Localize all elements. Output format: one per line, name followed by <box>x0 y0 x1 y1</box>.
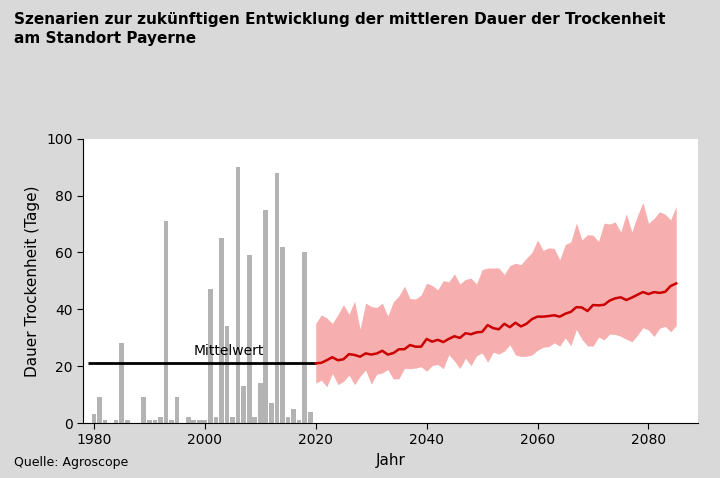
Text: am Standort Payerne: am Standort Payerne <box>14 31 197 46</box>
Bar <box>153 420 157 423</box>
Bar <box>97 397 102 423</box>
Bar <box>269 403 274 423</box>
Bar <box>169 420 174 423</box>
Bar <box>280 247 285 423</box>
Bar <box>302 252 307 423</box>
Bar <box>192 420 196 423</box>
X-axis label: Jahr: Jahr <box>376 453 405 468</box>
Bar <box>235 167 240 423</box>
Bar <box>208 289 212 423</box>
Bar <box>264 210 268 423</box>
Bar <box>214 417 218 423</box>
Bar <box>308 412 312 423</box>
Bar <box>147 420 152 423</box>
Bar <box>120 343 124 423</box>
Bar <box>141 397 146 423</box>
Bar <box>286 417 290 423</box>
Bar <box>91 414 96 423</box>
Bar <box>186 417 191 423</box>
Bar <box>125 420 130 423</box>
Bar <box>230 417 235 423</box>
Bar <box>219 238 224 423</box>
Bar <box>253 417 257 423</box>
Text: Szenarien zur zukünftigen Entwicklung der mittleren Dauer der Trockenheit: Szenarien zur zukünftigen Entwicklung de… <box>14 12 666 27</box>
Bar <box>241 386 246 423</box>
Bar <box>297 420 302 423</box>
Bar <box>274 173 279 423</box>
Bar <box>247 255 251 423</box>
Bar <box>197 420 202 423</box>
Bar <box>225 326 230 423</box>
Bar <box>163 221 168 423</box>
Bar <box>158 417 163 423</box>
Text: Quelle: Agroscope: Quelle: Agroscope <box>14 456 129 469</box>
Bar <box>175 397 179 423</box>
Bar <box>103 420 107 423</box>
Bar <box>258 383 263 423</box>
Bar <box>291 409 296 423</box>
Text: Mittelwert: Mittelwert <box>194 344 264 358</box>
Bar <box>114 420 118 423</box>
Y-axis label: Dauer Trockenheit (Tage): Dauer Trockenheit (Tage) <box>25 185 40 377</box>
Bar <box>202 420 207 423</box>
